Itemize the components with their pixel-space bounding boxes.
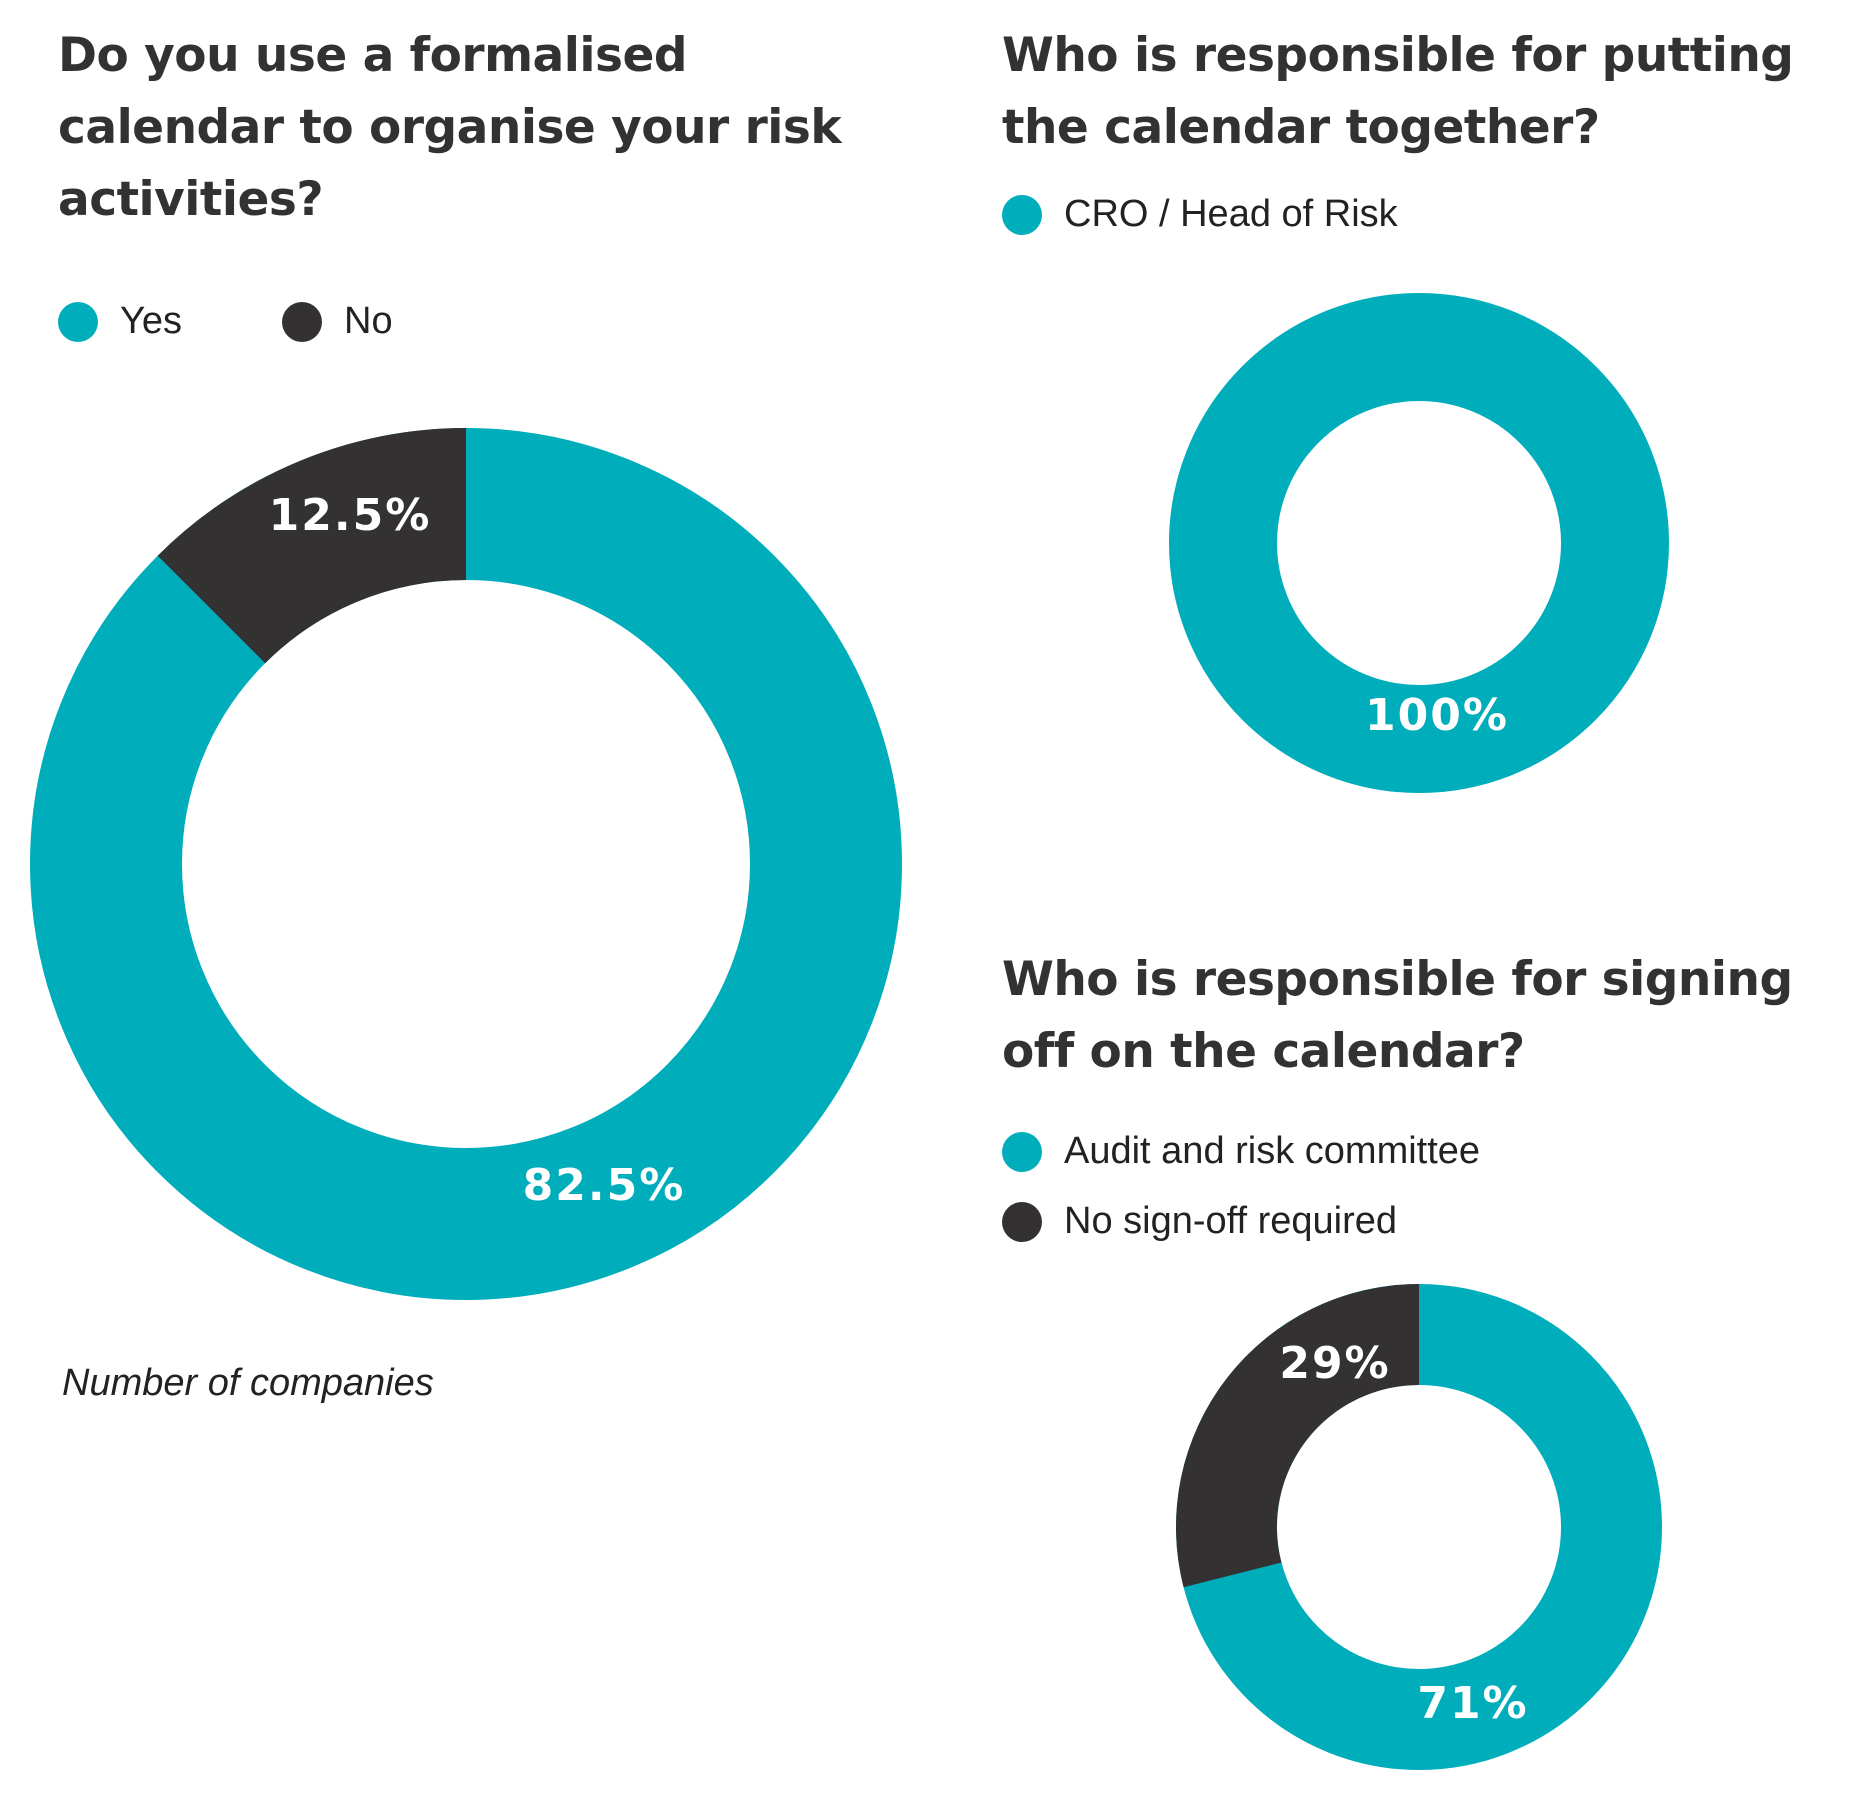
- cro-segment: [1169, 293, 1669, 793]
- chart1-title: Do you use a formalised calendar to orga…: [58, 20, 842, 236]
- legend-label: CRO / Head of Risk: [1064, 193, 1398, 235]
- no-segment: [157, 428, 466, 664]
- chart1-title-line: Do you use a formalised: [58, 28, 688, 83]
- dark-dot-icon: [1002, 1201, 1042, 1242]
- legend-label: No sign-off required: [1064, 1200, 1398, 1242]
- legend-item-no: No: [282, 300, 393, 343]
- chart1-legend: Yes No: [58, 300, 493, 343]
- legend-label: Yes: [120, 300, 182, 342]
- chart3-legend-item-none: No sign-off required: [1002, 1200, 1397, 1243]
- audit-pct-label: 71%: [1417, 1678, 1528, 1729]
- teal-dot-icon: [1002, 1131, 1042, 1172]
- chart2-title-line: Who is responsible for putting: [1002, 28, 1794, 83]
- legend-item-yes: Yes: [58, 300, 182, 343]
- legend-label: Audit and risk committee: [1064, 1130, 1481, 1172]
- chart2-title: Who is responsible for putting the calen…: [1002, 20, 1794, 164]
- chart2-legend: CRO / Head of Risk: [1002, 193, 1498, 236]
- cro-pct-label: 100%: [1365, 690, 1509, 741]
- legend-item-cro: CRO / Head of Risk: [1002, 193, 1398, 236]
- chart1-title-line: activities?: [58, 172, 324, 227]
- chart1-title-line: calendar to organise your risk: [58, 100, 842, 155]
- chart1-donut: 12.5% 82.5%: [30, 428, 902, 1300]
- chart3-donut: 29% 71%: [1175, 1284, 1662, 1770]
- chart1-note: Number of companies: [62, 1362, 434, 1404]
- no-pct-label: 12.5%: [269, 490, 432, 541]
- dark-dot-icon: [282, 301, 322, 342]
- chart3-legend-item-audit: Audit and risk committee: [1002, 1130, 1480, 1173]
- chart3-title-line: off on the calendar?: [1002, 1024, 1525, 1079]
- teal-dot-icon: [58, 301, 98, 342]
- chart3-title: Who is responsible for signing off on th…: [1002, 944, 1793, 1088]
- chart2-title-line: the calendar together?: [1002, 100, 1600, 155]
- chart2-donut: 100%: [1169, 293, 1669, 793]
- yes-pct-label: 82.5%: [523, 1160, 686, 1211]
- none-pct-label: 29%: [1279, 1338, 1390, 1389]
- legend-label: No: [344, 300, 393, 342]
- teal-dot-icon: [1002, 194, 1042, 235]
- none-segment: [1175, 1284, 1419, 1588]
- chart3-title-line: Who is responsible for signing: [1002, 952, 1793, 1007]
